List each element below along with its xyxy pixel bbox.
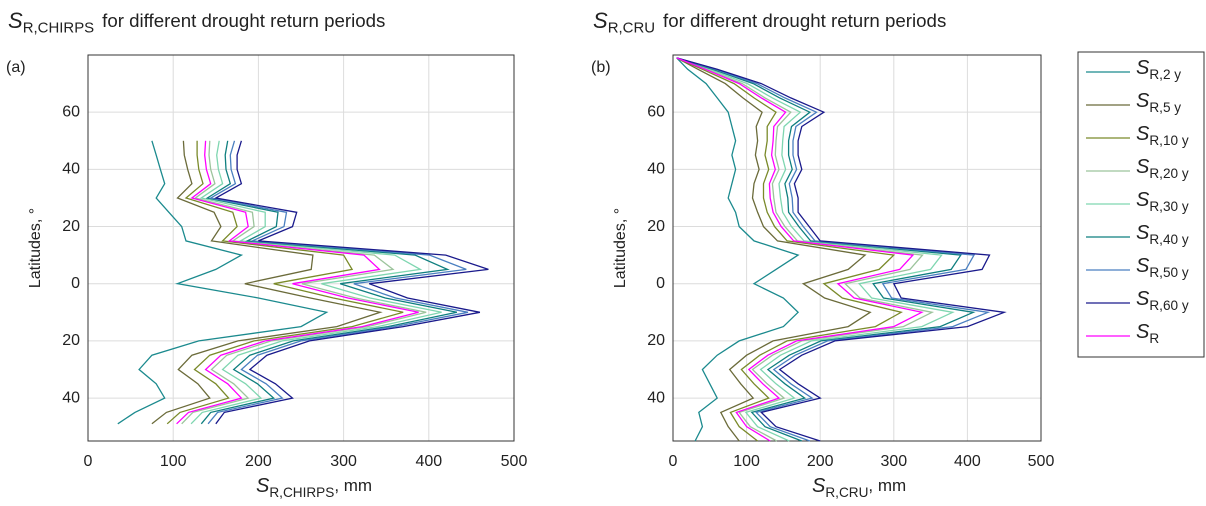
legend-label-subscript: R,50 y [1149,265,1188,280]
data-line [676,57,800,442]
plot-frame [87,54,515,442]
chart-title-text: for different drought return periods [663,10,946,31]
chart-title-symbol: S [8,8,23,33]
x-tick-label: 200 [245,453,272,470]
x-axis-label: SR,CRU, mm [812,475,906,499]
legend-label: SR,5 y [1136,90,1181,114]
data-line [200,140,458,425]
data-line [207,140,469,425]
y-tick-label: 20 [62,218,80,235]
panel-label: (a) [6,59,26,76]
x-tick-label: 300 [880,453,907,470]
data-line [181,140,427,425]
legend-label-symbol: S [1136,222,1150,244]
legend-label: SR [1136,321,1159,345]
legend-label-subscript: R,2 y [1149,67,1181,82]
data-line [676,57,903,442]
y-tick-label: 40 [62,161,80,178]
y-tick-label: 20 [647,218,665,235]
x-tick-label: 300 [330,453,357,470]
legend-label-symbol: S [1136,189,1150,211]
legend-label-symbol: S [1136,255,1150,277]
x-tick-label: 100 [160,453,187,470]
y-tick-label: 0 [71,275,80,292]
y-tick-label: 20 [62,332,80,349]
chart-title-subscript: R,CHIRPS [23,20,94,37]
plot-frame [672,54,1042,442]
y-tick-label: 40 [62,389,80,406]
y-tick-label: 0 [656,275,665,292]
data-line [117,140,329,425]
data-line [190,140,442,425]
y-tick-label: 40 [647,389,665,406]
legend-label: SR,40 y [1136,222,1189,246]
legend-label: SR,10 y [1136,123,1189,147]
legend-label-subscript: R,30 y [1149,199,1188,214]
panel-label: (b) [591,59,611,76]
legend-label-symbol: S [1136,90,1150,112]
x-axis-label-subscript: R,CRU [825,485,868,500]
data-line [213,140,489,425]
x-tick-label: 100 [733,453,760,470]
legend-label: SR,60 y [1136,288,1189,312]
y-axis-label: Latitudes, ° [27,208,44,288]
chart-title: SR,CHIRPS for different drought return pe… [8,8,385,37]
data-line [676,57,991,442]
legend-label-symbol: S [1136,156,1150,178]
chart-title-text: for different drought return periods [102,10,385,31]
legend-label-subscript: R,5 y [1149,100,1181,115]
x-axis-label-text: , mm [868,476,906,495]
chart-title-symbol: S [593,8,608,33]
legend-label-symbol: S [1136,123,1150,145]
x-tick-label: 200 [807,453,834,470]
x-axis-label-text: , mm [334,476,372,495]
legend-label: SR,50 y [1136,255,1189,279]
chart-title-subscript: R,CRU [608,20,655,37]
y-tick-label: 20 [647,332,665,349]
y-axis-label: Latitudes, ° [612,208,629,288]
data-line [676,57,872,442]
legend-label: SR,30 y [1136,189,1189,213]
data-line [676,57,924,442]
data-line [676,57,955,442]
legend-label-subscript: R,20 y [1149,166,1188,181]
y-tick-label: 60 [647,103,665,120]
legend-label-subscript: R,60 y [1149,298,1188,313]
data-line [166,140,404,425]
y-tick-label: 60 [62,103,80,120]
legend-label-subscript: R,10 y [1149,133,1188,148]
legend-label: SR,20 y [1136,156,1189,180]
x-tick-label: 0 [669,453,678,470]
x-tick-label: 400 [954,453,981,470]
legend-label-symbol: S [1136,288,1150,310]
data-line [176,140,419,425]
x-axis-label: SR,CHIRPS, mm [256,475,372,499]
x-tick-label: 500 [501,453,528,470]
data-line [676,57,935,442]
legend-label: SR,2 y [1136,57,1181,81]
data-line [151,140,383,425]
legend-label-subscript: R,40 y [1149,232,1188,247]
legend-label-symbol: S [1136,321,1150,343]
y-tick-label: 40 [647,161,665,178]
x-axis-label-symbol: S [812,475,826,497]
x-tick-label: 0 [84,453,93,470]
x-axis-label-subscript: R,CHIRPS [269,485,334,500]
chart-title: SR,CRU for different drought return perio… [593,8,946,37]
x-tick-label: 400 [415,453,442,470]
data-line [676,57,976,442]
data-line [676,57,1007,442]
legend-label-subscript: R [1149,331,1159,346]
legend-label-symbol: S [1136,57,1150,79]
x-tick-label: 500 [1028,453,1055,470]
x-axis-label-symbol: S [256,475,270,497]
